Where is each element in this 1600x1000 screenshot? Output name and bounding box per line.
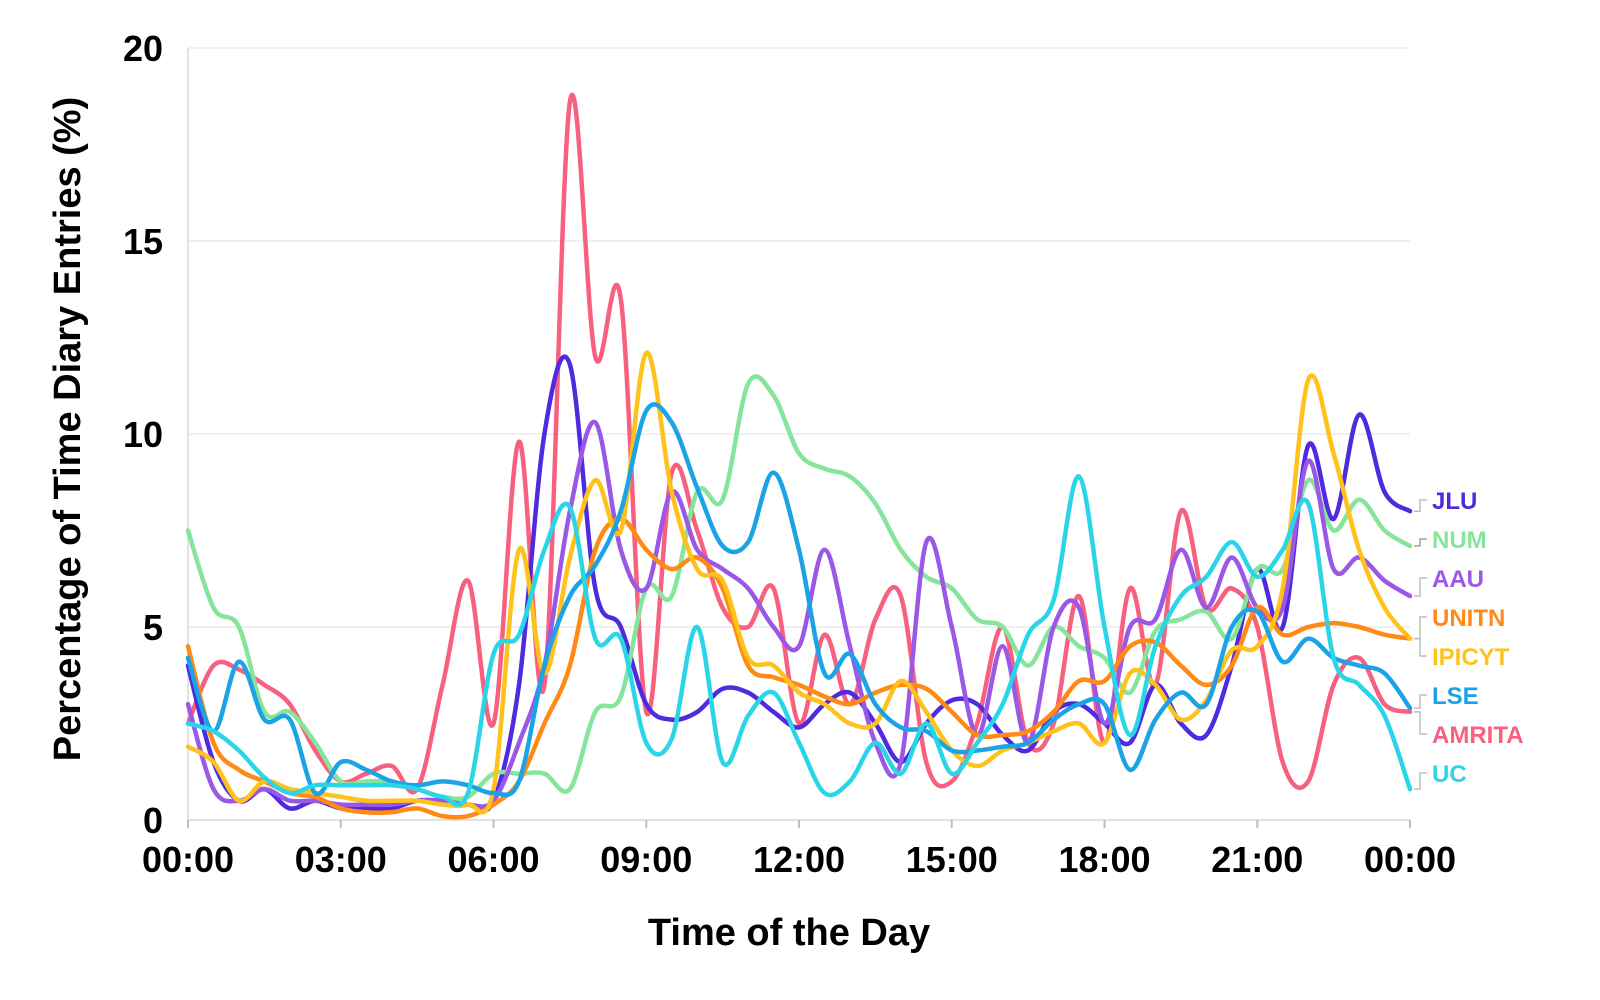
x-tick-label: 12:00 bbox=[753, 839, 845, 880]
x-tick-label: 03:00 bbox=[295, 839, 387, 880]
y-tick-label: 5 bbox=[143, 607, 163, 648]
series-end-label: JLU bbox=[1432, 488, 1477, 515]
axes: 0 5 10 15 20 00:00 03:00 06:00 09:00 12:00 15:00 18… bbox=[123, 28, 1456, 880]
y-tick-label: 10 bbox=[123, 414, 163, 455]
series-end-label: AMRITA bbox=[1432, 722, 1524, 749]
end-labels: JLU NUM AAU UNITN IPICYT LSE AMRITA UC bbox=[1414, 488, 1524, 790]
x-tick-label: 00:00 bbox=[1364, 839, 1456, 880]
label-connector bbox=[1414, 694, 1427, 709]
label-connector bbox=[1414, 577, 1427, 597]
x-tick-label: 09:00 bbox=[600, 839, 692, 880]
label-connector bbox=[1414, 499, 1427, 512]
series-end-label: UC bbox=[1432, 761, 1467, 788]
series-end-label: AAU bbox=[1432, 566, 1484, 593]
series-end-label: IPICYT bbox=[1432, 644, 1510, 671]
y-tick-label: 0 bbox=[143, 800, 163, 841]
gridlines bbox=[188, 47, 1410, 628]
x-tick-label: 00:00 bbox=[142, 839, 234, 880]
series-end-label: NUM bbox=[1432, 527, 1487, 554]
y-tick-label: 20 bbox=[123, 28, 163, 69]
x-tick-label: 06:00 bbox=[447, 839, 539, 880]
x-axis-title: Time of the Day bbox=[648, 912, 930, 954]
label-connector bbox=[1414, 637, 1427, 657]
x-tick-label: 18:00 bbox=[1058, 839, 1150, 880]
x-tick-label: 15:00 bbox=[906, 839, 998, 880]
label-connector bbox=[1414, 616, 1427, 640]
series-line-uc bbox=[185, 474, 1413, 808]
series-end-label: UNITN bbox=[1432, 605, 1505, 632]
x-tick-label: 21:00 bbox=[1211, 839, 1303, 880]
series-line-aau bbox=[185, 419, 1413, 809]
label-connector bbox=[1414, 772, 1427, 790]
y-axis-title: Percentage of Time Diary Entries (%) bbox=[47, 97, 89, 762]
label-connector bbox=[1414, 538, 1427, 547]
series-line-lse bbox=[185, 402, 1413, 798]
label-connector bbox=[1414, 711, 1427, 735]
y-tick-label: 15 bbox=[123, 221, 163, 262]
series-lines bbox=[185, 92, 1413, 820]
series-end-label: LSE bbox=[1432, 683, 1479, 710]
